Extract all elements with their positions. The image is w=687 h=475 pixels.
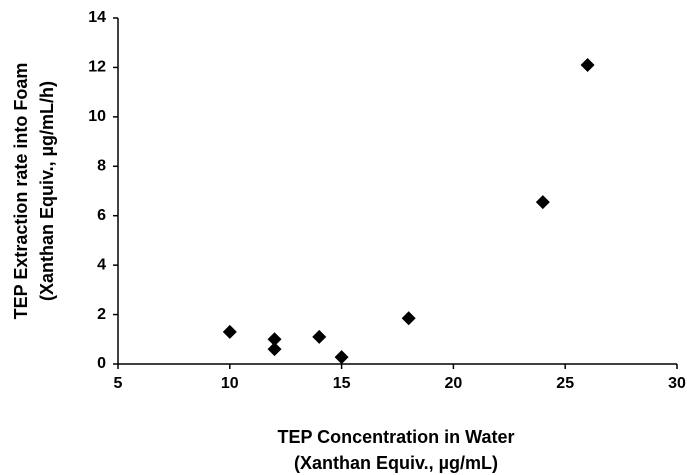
y-axis-label: (Xanthan Equiv., µg/mL/h): [37, 81, 57, 301]
x-tick-label: 20: [445, 375, 463, 392]
data-point: [334, 350, 349, 365]
x-tick-label: 10: [221, 375, 239, 392]
x-tick-label: 5: [114, 375, 123, 392]
x-tick-label: 30: [668, 375, 686, 392]
y-tick-label: 2: [97, 306, 106, 323]
y-tick-label: 6: [97, 207, 106, 224]
data-point: [222, 324, 237, 339]
data-point: [312, 329, 327, 344]
y-tick-label: 0: [97, 355, 106, 372]
data-point: [535, 195, 550, 210]
x-axis-label: TEP Concentration in Water: [277, 427, 514, 447]
x-tick-label: 15: [333, 375, 351, 392]
data-point: [267, 332, 282, 347]
data-point: [267, 342, 282, 357]
y-axis-label: TEP Extraction rate into Foam: [11, 63, 31, 320]
data-point: [580, 57, 595, 72]
data-point: [401, 311, 416, 326]
y-tick-label: 4: [97, 256, 106, 273]
y-tick-label: 8: [97, 158, 106, 175]
y-tick-label: 10: [88, 108, 106, 125]
x-axis-label: (Xanthan Equiv., µg/mL): [294, 453, 498, 473]
y-tick-label: 12: [88, 59, 106, 76]
x-tick-label: 25: [556, 375, 574, 392]
y-tick-label: 14: [88, 9, 106, 26]
